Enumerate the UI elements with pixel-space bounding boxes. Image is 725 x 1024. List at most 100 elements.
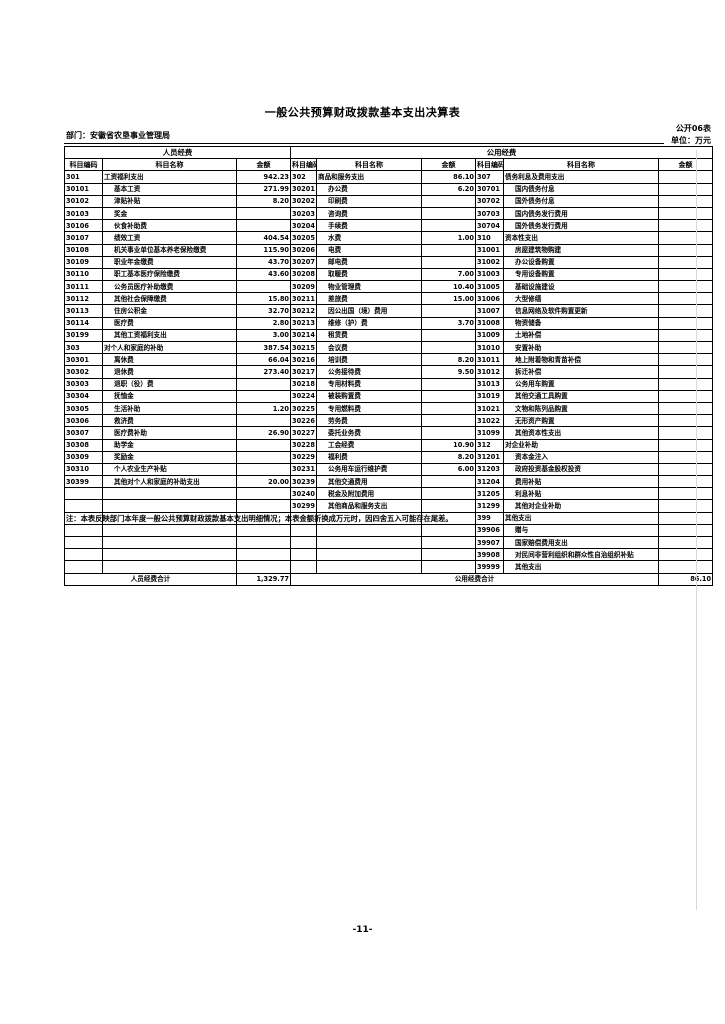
row-amount-col2: [421, 401, 476, 416]
row-name-col2: 商品和服务支出: [316, 170, 422, 184]
row-amount-col3: [657, 292, 714, 306]
row-amount-col1: 43.60: [236, 267, 291, 282]
row-code-col3: 399: [475, 511, 504, 525]
row-name-col2: [316, 523, 422, 538]
row-code-col3: 31099: [475, 426, 504, 440]
row-name-col2: 税金及附加费用: [316, 487, 422, 501]
row-name-col1: 公务员医疗补助缴费: [102, 280, 237, 294]
table-row: 30109 职业年金缴费 43.70 30207 邮电费 31002 办公设备购置: [64, 255, 714, 269]
row-amount-col3: [657, 194, 714, 208]
row-amount-col2: [421, 499, 476, 513]
row-name-col2: 办公费: [316, 182, 422, 196]
table-row: 30101 基本工资 271.99 30201 办公费 6.20 30701 国内债务付息: [64, 182, 714, 196]
row-name-col1: 工资福利支出: [102, 170, 237, 184]
table-row: 30399 其他对个人和家庭的补助支出 20.00 30239 其他交通费用 31204 费…: [64, 475, 714, 489]
column-header-code-2: 科目编码: [290, 158, 317, 172]
row-amount-col3: [657, 426, 714, 440]
row-amount-col2: [421, 426, 476, 440]
row-code-col3: 31003: [475, 267, 504, 282]
total-value-personnel: 1,329.77: [236, 572, 291, 586]
table-row: 30309 奖励金 30229 福利费 8.20 31201 资本金注入: [64, 450, 714, 464]
row-amount-col2: 3.70: [421, 316, 476, 330]
row-amount-col2: [421, 535, 476, 550]
row-amount-col2: 1.00: [421, 231, 476, 245]
row-name-col3: 安置补助: [503, 340, 659, 355]
page-number: -11-: [352, 925, 373, 935]
row-code-col2: 30211: [290, 292, 317, 306]
row-code-col3: 31006: [475, 292, 504, 306]
column-header-name-1: 科目名称: [102, 158, 237, 172]
form-number: 公开06表: [675, 124, 711, 133]
row-name-col3: 文物和陈列品购置: [503, 401, 659, 416]
row-code-col1: 30112: [64, 292, 103, 306]
row-name-col1: [102, 523, 237, 538]
row-name-col2: 被装购置费: [316, 389, 422, 403]
row-amount-col1: [236, 389, 291, 403]
row-code-col1: 30114: [64, 316, 103, 330]
row-name-col3: 办公设备购置: [503, 255, 659, 269]
row-code-col2: 30206: [290, 243, 317, 257]
row-code-col3: 31205: [475, 487, 504, 501]
row-amount-col1: 271.99: [236, 182, 291, 196]
row-amount-col3: [657, 304, 714, 318]
row-name-col2: 印刷费: [316, 194, 422, 208]
table-row: 30307 医疗费补助 26.90 30227 委托业务费 31099 其他资本性支出: [64, 426, 714, 440]
row-amount-col1: [236, 560, 291, 574]
row-code-col3: 39907: [475, 535, 504, 550]
row-code-col1: 30399: [64, 475, 103, 489]
row-name-col2: 水费: [316, 231, 422, 245]
row-amount-col3: [657, 438, 714, 452]
column-header-code-1: 科目编码: [64, 158, 103, 172]
row-name-col2: 取暖费: [316, 267, 422, 282]
row-amount-col1: 2.80: [236, 316, 291, 330]
table-row: 399 其他支出: [64, 511, 714, 525]
row-amount-col3: [657, 487, 714, 501]
totals-row: 人员经费合计 1,329.77 公用经费合计 86.10: [64, 572, 714, 586]
row-name-col3: 公务用车购置: [503, 377, 659, 391]
row-code-col3: 307: [475, 170, 504, 184]
row-name-col2: 租赁费: [316, 328, 422, 343]
row-code-col2: 30209: [290, 280, 317, 294]
row-name-col1: 其他工资福利支出: [102, 328, 237, 343]
row-code-col1: [64, 560, 103, 574]
row-name-col1: 机关事业单位基本养老保险缴费: [102, 243, 237, 257]
row-amount-col3: [657, 377, 714, 391]
footer-note: 注：本表反映部门本年度一般公共预算财政拨款基本支出明细情况；本表金额折换成万元时…: [66, 514, 453, 523]
row-name-col1: 医疗费补助: [102, 426, 237, 440]
row-name-col2: [316, 560, 422, 574]
row-name-col2: 委托业务费: [316, 426, 422, 440]
row-name-col3: 其他支出: [503, 560, 659, 574]
row-name-col3: 资本性支出: [503, 231, 659, 245]
row-amount-col3: [657, 414, 714, 428]
row-name-col1: 抚恤金: [102, 389, 237, 403]
row-code-col2: 30231: [290, 462, 317, 477]
row-code-col3: 31005: [475, 280, 504, 294]
row-name-col2: [316, 535, 422, 550]
row-amount-col2: [421, 328, 476, 343]
row-amount-col3: [657, 450, 714, 464]
row-code-col2: 30224: [290, 389, 317, 403]
department-rule: [64, 143, 664, 144]
row-amount-col3: [657, 560, 714, 574]
row-name-col2: 培训费: [316, 353, 422, 367]
row-name-col1: 生活补助: [102, 401, 237, 416]
column-header-row: 科目编码科目名称金额科目编码科目名称金额科目编码科目名称金额: [64, 158, 714, 172]
row-code-col2: 30201: [290, 182, 317, 196]
row-name-col3: 无形资产购置: [503, 414, 659, 428]
row-code-col3: 30704: [475, 219, 504, 233]
scan-edge-line: [696, 150, 697, 910]
row-code-col1: 30301: [64, 353, 103, 367]
row-name-col2: [316, 548, 422, 562]
row-amount-col1: 20.00: [236, 475, 291, 489]
row-name-col2: 其他交通费用: [316, 475, 422, 489]
row-code-col2: 30202: [290, 194, 317, 208]
row-amount-col3: [657, 353, 714, 367]
row-code-col3: 31011: [475, 353, 504, 367]
table-row: 30110 职工基本医疗保险缴费 43.60 30208 取暖费 7.00 31003 专用设…: [64, 267, 714, 282]
row-amount-col2: 8.20: [421, 450, 476, 464]
row-name-col2: 物业管理费: [316, 280, 422, 294]
row-amount-col1: [236, 462, 291, 477]
row-name-col2: 邮电费: [316, 255, 422, 269]
row-amount-col1: 8.20: [236, 194, 291, 208]
row-name-col3: 其他支出: [503, 511, 659, 525]
